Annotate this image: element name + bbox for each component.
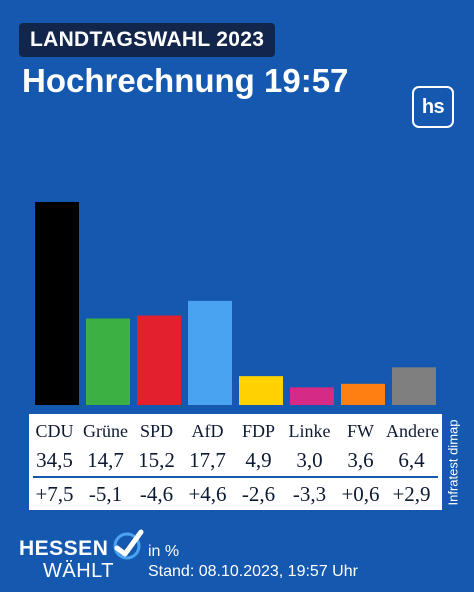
party-label-fw: FW [335, 418, 386, 444]
bar-andere [392, 367, 436, 405]
party-label-spd: SPD [131, 418, 182, 444]
table-divider [33, 476, 438, 478]
party-label-fdp: FDP [233, 418, 284, 444]
diff-label-fw: +0,6 [335, 480, 386, 508]
value-label-fw: 3,6 [335, 446, 386, 474]
bar-grüne [86, 319, 130, 405]
diff-row: +7,5 -5,1 -4,6 +4,6 -2,6 -3,3 +0,6 +2,9 [29, 480, 442, 508]
party-label-grüne: Grüne [80, 418, 131, 444]
value-label-cdu: 34,5 [29, 446, 80, 474]
ballot-check-icon [107, 524, 147, 564]
bar-afd [188, 301, 232, 405]
diff-label-afd: +4,6 [182, 480, 233, 508]
timestamp-label: Stand: 08.10.2023, 19:57 Uhr [148, 562, 358, 582]
party-label-andere: Andere [386, 418, 437, 444]
diff-label-cdu: +7,5 [29, 480, 80, 508]
diff-label-andere: +2,9 [386, 480, 437, 508]
value-row: 34,5 14,7 15,2 17,7 4,9 3,0 3,6 6,4 [29, 446, 442, 474]
hessen-waehlt-logo: HESSEN WÄHLT [19, 538, 139, 584]
unit-label: in % [148, 542, 179, 562]
brand-line-1: HESSEN [19, 538, 108, 560]
value-label-linke: 3,0 [284, 446, 335, 474]
bar-fw [341, 384, 385, 405]
diff-label-spd: -4,6 [131, 480, 182, 508]
value-label-andere: 6,4 [386, 446, 437, 474]
bar-spd [137, 316, 181, 405]
party-row: CDU Grüne SPD AfD FDP Linke FW Andere [29, 418, 442, 444]
party-label-linke: Linke [284, 418, 335, 444]
party-label-afd: AfD [182, 418, 233, 444]
diff-label-grüne: -5,1 [80, 480, 131, 508]
value-label-fdp: 4,9 [233, 446, 284, 474]
diff-label-linke: -3,3 [284, 480, 335, 508]
value-label-afd: 17,7 [182, 446, 233, 474]
results-table: CDU Grüne SPD AfD FDP Linke FW Andere 34,5 14,7 1… [29, 414, 442, 510]
brand-line-2: WÄHLT [43, 560, 114, 582]
bar-cdu [35, 202, 79, 405]
diff-label-fdp: -2,6 [233, 480, 284, 508]
source-label-wrapper: Infratest dimap [442, 414, 464, 510]
party-label-cdu: CDU [29, 418, 80, 444]
value-label-grüne: 14,7 [80, 446, 131, 474]
source-label: Infratest dimap [446, 419, 461, 505]
bar-fdp [239, 376, 283, 405]
bar-linke [290, 387, 334, 405]
value-label-spd: 15,2 [131, 446, 182, 474]
